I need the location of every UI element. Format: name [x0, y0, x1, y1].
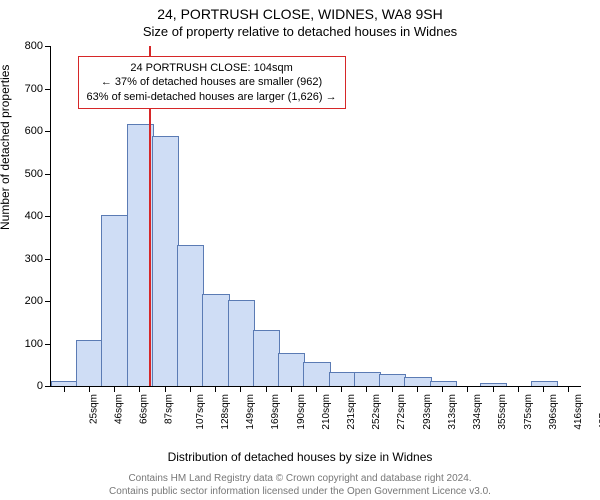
- histogram-bar: [379, 374, 406, 386]
- x-tick: [366, 386, 367, 392]
- y-tick-label: 0: [37, 380, 43, 392]
- x-tick-label: 334sqm: [472, 394, 483, 430]
- x-tick-label: 46sqm: [113, 394, 124, 424]
- x-tick-label: 149sqm: [245, 394, 256, 430]
- x-axis-label: Distribution of detached houses by size …: [0, 450, 600, 464]
- y-tick: [45, 174, 51, 175]
- x-tick-label: 355sqm: [498, 394, 509, 430]
- x-tick-label: 190sqm: [296, 394, 307, 430]
- x-tick: [442, 386, 443, 392]
- x-tick: [518, 386, 519, 392]
- footnote-line: Contains public sector information licen…: [0, 486, 600, 499]
- chart-title: 24, PORTRUSH CLOSE, WIDNES, WA8 9SH: [0, 6, 600, 22]
- x-tick-label: 231sqm: [346, 394, 357, 430]
- histogram-bar: [228, 300, 255, 386]
- annotation-line: 24 PORTRUSH CLOSE: 104sqm: [87, 61, 337, 75]
- chart-subtitle: Size of property relative to detached ho…: [0, 24, 600, 39]
- y-tick-label: 300: [25, 253, 43, 265]
- histogram-bar: [76, 340, 103, 386]
- annotation-box: 24 PORTRUSH CLOSE: 104sqm← 37% of detach…: [78, 56, 346, 109]
- y-tick: [45, 46, 51, 47]
- histogram-bar: [51, 381, 78, 386]
- x-tick: [316, 386, 317, 392]
- y-tick-label: 200: [25, 295, 43, 307]
- y-tick-label: 100: [25, 338, 43, 350]
- x-tick: [543, 386, 544, 392]
- x-tick: [190, 386, 191, 392]
- histogram-bar: [303, 362, 330, 386]
- x-tick: [341, 386, 342, 392]
- x-tick-label: 169sqm: [270, 394, 281, 430]
- histogram-bar: [202, 294, 229, 386]
- y-tick-label: 700: [25, 83, 43, 95]
- y-tick-label: 500: [25, 168, 43, 180]
- y-tick: [45, 131, 51, 132]
- x-tick-label: 107sqm: [195, 394, 206, 430]
- x-tick: [114, 386, 115, 392]
- histogram-bar: [480, 383, 507, 386]
- y-axis-label: Number of detached properties: [0, 65, 12, 230]
- x-tick: [467, 386, 468, 392]
- y-tick: [45, 89, 51, 90]
- histogram-bar: [278, 353, 305, 386]
- histogram-bar: [101, 215, 128, 386]
- x-tick: [417, 386, 418, 392]
- x-tick: [165, 386, 166, 392]
- histogram-bar: [329, 372, 356, 386]
- histogram-bar: [177, 245, 204, 386]
- x-tick-label: 210sqm: [321, 394, 332, 430]
- y-tick: [45, 301, 51, 302]
- y-tick: [45, 386, 51, 387]
- footnote: Contains HM Land Registry data © Crown c…: [0, 473, 600, 498]
- x-tick-label: 25sqm: [88, 394, 99, 424]
- y-tick: [45, 259, 51, 260]
- x-tick: [215, 386, 216, 392]
- x-tick-label: 416sqm: [573, 394, 584, 430]
- y-tick-label: 800: [25, 40, 43, 52]
- y-tick-label: 600: [25, 125, 43, 137]
- x-tick-label: 252sqm: [371, 394, 382, 430]
- x-tick: [240, 386, 241, 392]
- histogram-bar: [354, 372, 381, 386]
- annotation-line: ← 37% of detached houses are smaller (96…: [87, 75, 337, 89]
- x-tick-label: 128sqm: [220, 394, 231, 430]
- annotation-line: 63% of semi-detached houses are larger (…: [87, 90, 337, 104]
- x-tick-label: 313sqm: [447, 394, 458, 430]
- x-tick: [291, 386, 292, 392]
- x-tick-label: 66sqm: [139, 394, 150, 424]
- footnote-line: Contains HM Land Registry data © Crown c…: [0, 473, 600, 486]
- x-tick-label: 87sqm: [164, 394, 175, 424]
- x-tick-label: 375sqm: [523, 394, 534, 430]
- x-tick-label: 293sqm: [422, 394, 433, 430]
- x-tick: [568, 386, 569, 392]
- y-tick: [45, 344, 51, 345]
- x-tick: [64, 386, 65, 392]
- figure: 24, PORTRUSH CLOSE, WIDNES, WA8 9SH Size…: [0, 0, 600, 500]
- x-tick-label: 272sqm: [397, 394, 408, 430]
- x-tick: [266, 386, 267, 392]
- y-tick-label: 400: [25, 210, 43, 222]
- histogram-bar: [152, 136, 179, 386]
- x-tick: [493, 386, 494, 392]
- histogram-bar: [253, 330, 280, 386]
- x-tick: [139, 386, 140, 392]
- y-tick: [45, 216, 51, 217]
- x-tick-label: 396sqm: [548, 394, 559, 430]
- x-tick: [392, 386, 393, 392]
- histogram-bar: [404, 377, 431, 387]
- x-tick: [89, 386, 90, 392]
- plot-area: 010020030040050060070080025sqm46sqm66sqm…: [50, 46, 581, 387]
